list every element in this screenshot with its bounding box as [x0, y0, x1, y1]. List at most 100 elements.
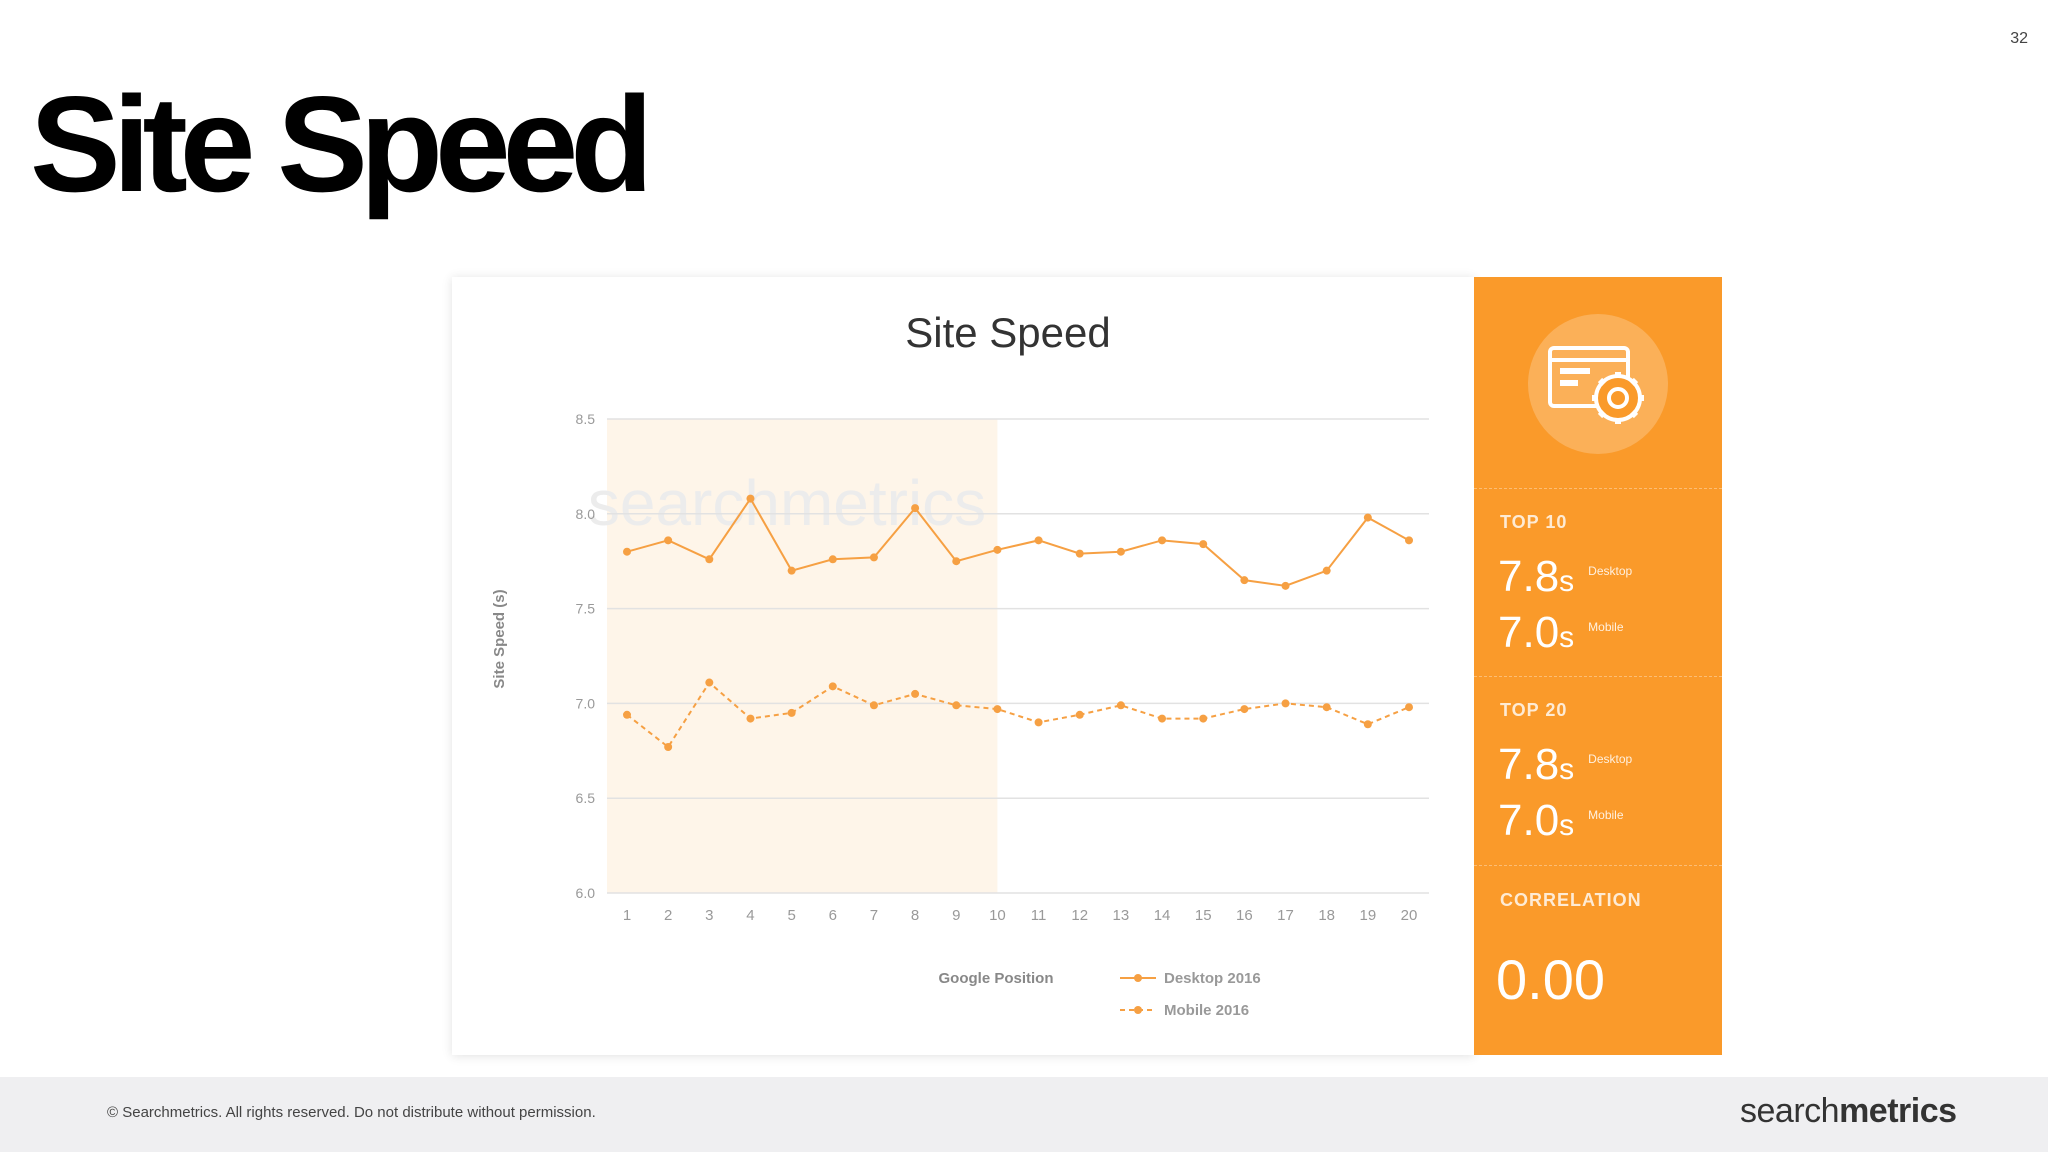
- legend-label: Desktop 2016: [1164, 970, 1261, 987]
- x-tick-label: 8: [911, 907, 919, 924]
- site-speed-chart: searchmetrics 6.06.57.07.58.08.51 2 3 4 5 6 7 8…: [491, 309, 1429, 1019]
- top20-label: TOP 20: [1500, 700, 1568, 720]
- x-tick-label: 2: [664, 907, 672, 924]
- series-line: [626, 681, 1410, 749]
- data-point: [1322, 703, 1331, 712]
- y-tick-label: 8.5: [576, 411, 596, 427]
- data-point: [1199, 714, 1208, 723]
- data-point: [1281, 581, 1290, 590]
- top10-desktop-unit: s: [1559, 565, 1575, 598]
- x-tick-label: 6: [829, 907, 837, 924]
- data-point: [1240, 576, 1249, 585]
- data-point: [1075, 549, 1084, 558]
- legend-label: Mobile 2016: [1164, 1002, 1249, 1019]
- top10-desktop-metric: 7.8s Desktop: [1498, 552, 1632, 602]
- data-point: [1116, 547, 1125, 556]
- data-point: [1199, 540, 1208, 549]
- data-point: [952, 557, 961, 566]
- top10-mobile-label: Mobile: [1588, 620, 1624, 634]
- x-tick-label: 9: [952, 907, 960, 924]
- panel-divider: [1474, 865, 1722, 866]
- correlation-label: CORRELATION: [1500, 890, 1642, 910]
- data-point: [1158, 536, 1167, 545]
- data-point: [1405, 536, 1413, 545]
- chart-watermark: searchmetrics: [588, 467, 986, 539]
- top10-desktop-value: 7.8: [1498, 552, 1560, 601]
- brand-light: search: [1740, 1092, 1840, 1130]
- x-tick-label: 16: [1236, 907, 1253, 924]
- top20-mobile-value: 7.0: [1498, 796, 1560, 845]
- y-tick-label: 6.5: [576, 790, 596, 806]
- y-tick-label: 7.5: [576, 601, 596, 617]
- data-point: [869, 553, 878, 562]
- data-point: [952, 701, 961, 710]
- data-point: [1405, 703, 1413, 712]
- top10-mobile-unit: s: [1559, 621, 1575, 654]
- x-tick-label: 3: [705, 907, 713, 924]
- x-tick-label: 13: [1113, 907, 1130, 924]
- top20-desktop-value: 7.8: [1498, 740, 1560, 789]
- data-point: [1240, 705, 1249, 714]
- x-tick-label: 19: [1359, 907, 1376, 924]
- brand-logo: searchmetrics: [1740, 1092, 1957, 1131]
- chart-card: searchmetrics 6.0 6.5 7.0 7.5 8.0 8.5 1 2 3 4 5 6 7 8…: [452, 277, 1474, 1055]
- data-point: [664, 743, 673, 752]
- top20-desktop-metric: 7.8s Desktop: [1498, 740, 1632, 790]
- y-tick-label: 7.0: [576, 695, 596, 711]
- y-axis-label: Site Speed (s): [491, 589, 508, 688]
- data-point: [705, 678, 714, 687]
- top10-label: TOP 10: [1500, 512, 1568, 532]
- x-tick-label: 20: [1401, 907, 1418, 924]
- data-point: [1034, 536, 1043, 545]
- data-point: [911, 504, 920, 513]
- data-point: [623, 547, 631, 556]
- top10-highlight-band: [607, 419, 998, 893]
- data-point: [1075, 710, 1084, 719]
- data-point: [828, 682, 837, 691]
- panel-divider: [1474, 676, 1722, 677]
- x-tick-label: 11: [1031, 907, 1047, 924]
- x-tick-label: 12: [1071, 907, 1088, 924]
- y-tick-label: 6.0: [576, 885, 596, 901]
- y-tick-label: 8.0: [576, 506, 596, 522]
- data-point: [828, 555, 837, 564]
- brand-bold: metrics: [1839, 1092, 1957, 1130]
- data-point: [1363, 513, 1372, 522]
- data-point: [1322, 566, 1331, 575]
- top20-mobile-metric: 7.0s Mobile: [1498, 796, 1624, 846]
- browser-settings-icon: [1528, 314, 1668, 454]
- page-number: 32: [2010, 30, 2028, 47]
- data-point: [911, 689, 920, 698]
- top20-mobile-label: Mobile: [1588, 808, 1624, 822]
- data-point: [1363, 720, 1372, 729]
- data-point: [1034, 718, 1043, 727]
- x-tick-label: 1: [623, 907, 631, 924]
- data-point: [993, 705, 1002, 714]
- data-point: [623, 710, 631, 719]
- data-point: [746, 714, 755, 723]
- x-tick-label: 18: [1318, 907, 1335, 924]
- x-tick-label: 15: [1195, 907, 1212, 924]
- x-tick-label: 5: [787, 907, 795, 924]
- footer: © Searchmetrics. All rights reserved. Do…: [0, 1077, 2048, 1152]
- data-point: [746, 494, 755, 503]
- series-line: [626, 496, 1410, 587]
- chart-legend: Desktop 2016 Mobile 2016: [1120, 970, 1261, 1019]
- data-point: [787, 566, 796, 575]
- legend-swatch-marker: [1134, 1006, 1142, 1014]
- top20-mobile-unit: s: [1559, 809, 1575, 842]
- data-point: [1158, 714, 1167, 723]
- top10-mobile-metric: 7.0s Mobile: [1498, 608, 1624, 658]
- data-point: [787, 708, 796, 717]
- x-tick-label: 10: [989, 907, 1006, 924]
- top10-desktop-label: Desktop: [1588, 564, 1633, 578]
- panel-divider: [1474, 488, 1722, 489]
- data-point: [869, 701, 878, 710]
- chart-title: Site Speed: [905, 309, 1111, 356]
- summary-panel: TOP 10 7.8s Desktop 7.0s Mobile TOP 20 7.8…: [1474, 277, 1722, 1055]
- top20-desktop-label: Desktop: [1588, 752, 1633, 766]
- x-tick-label: 7: [870, 907, 878, 924]
- legend-swatch-marker: [1134, 974, 1142, 982]
- slide-title: Site Speed: [30, 68, 653, 220]
- x-tick-label: 4: [746, 907, 754, 924]
